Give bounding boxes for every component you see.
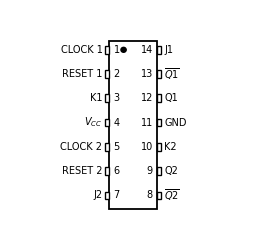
Bar [158,191,161,199]
Text: 10: 10 [141,142,153,152]
Bar [106,70,109,78]
Text: 4: 4 [114,118,120,127]
Text: 12: 12 [141,93,153,103]
Text: $\overline{Q1}$: $\overline{Q1}$ [164,66,180,82]
Text: K1: K1 [90,93,102,103]
Text: 6: 6 [114,166,120,176]
Text: CLOCK 2: CLOCK 2 [60,142,102,152]
Circle shape [121,47,126,52]
Text: GND: GND [164,118,187,127]
Bar [106,143,109,151]
Bar [158,167,161,175]
Bar [109,41,158,209]
Bar [158,46,161,54]
Text: RESET 1: RESET 1 [62,69,102,79]
Text: K2: K2 [164,142,177,152]
Text: 2: 2 [114,69,120,79]
Bar [158,119,161,126]
Text: 13: 13 [141,69,153,79]
Bar [106,191,109,199]
Bar [158,70,161,78]
Text: J1: J1 [164,45,173,55]
Text: Q1: Q1 [164,93,178,103]
Text: 9: 9 [147,166,153,176]
Text: 11: 11 [141,118,153,127]
Text: $V_{CC}$: $V_{CC}$ [84,116,102,129]
Bar [106,46,109,54]
Text: 3: 3 [114,93,120,103]
Text: RESET 2: RESET 2 [62,166,102,176]
Text: 7: 7 [114,190,120,200]
Bar [158,143,161,151]
Text: J2: J2 [93,190,102,200]
Text: CLOCK 1: CLOCK 1 [61,45,102,55]
Bar [106,94,109,102]
Bar [106,167,109,175]
Text: 14: 14 [141,45,153,55]
Text: 1: 1 [114,45,120,55]
Bar [158,94,161,102]
Text: 8: 8 [147,190,153,200]
Bar [106,119,109,126]
Text: Q2: Q2 [164,166,178,176]
Text: $\overline{Q2}$: $\overline{Q2}$ [164,187,180,203]
Text: 5: 5 [114,142,120,152]
